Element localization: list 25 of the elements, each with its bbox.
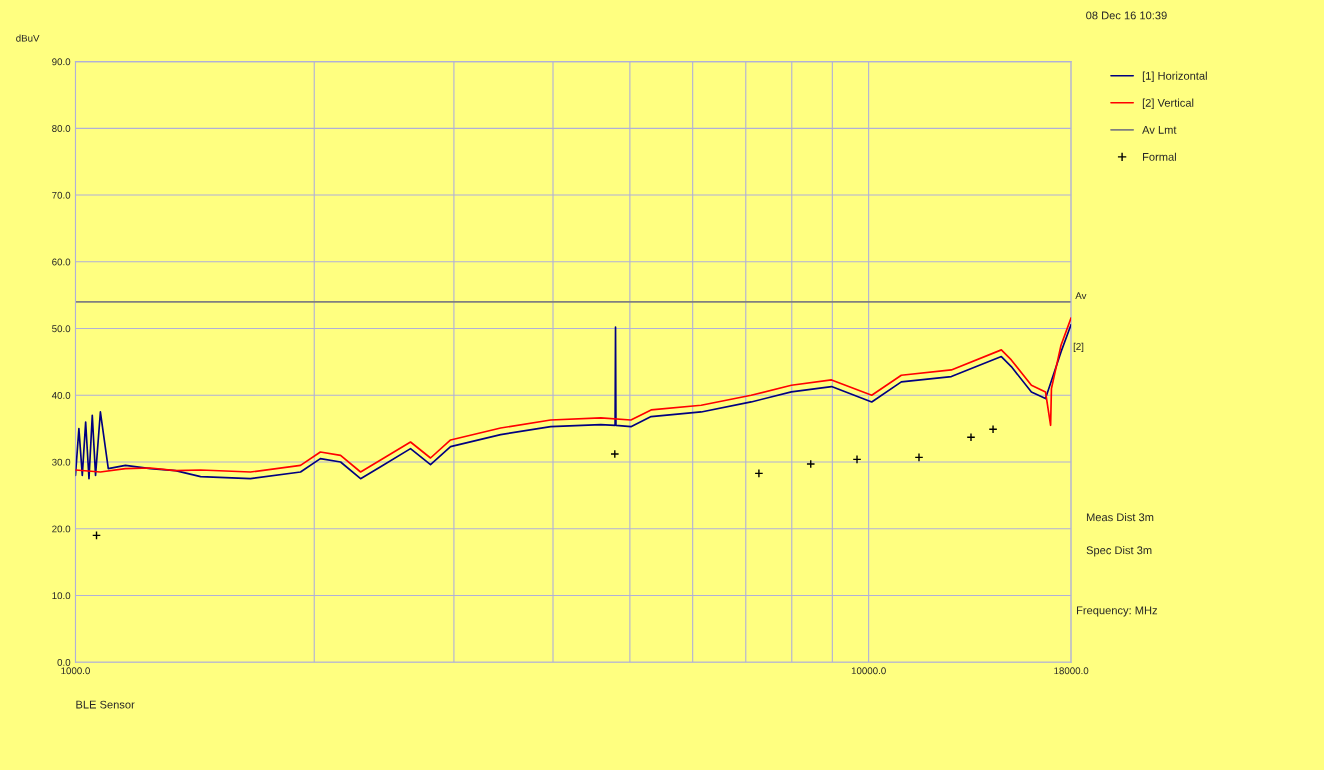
x-tick-label: 10000.0 <box>851 667 886 675</box>
y-tick-label: 90.0 <box>52 58 71 66</box>
x-tick-label: 1000.0 <box>61 667 90 675</box>
annotation: Av <box>1075 292 1087 300</box>
text: Spec Dist 3m <box>1086 546 1152 557</box>
text: Meas Dist 3m <box>1086 513 1154 522</box>
x-axis-title: Frequency: MHz <box>1077 606 1158 617</box>
y-tick-label: 10.0 <box>52 592 71 600</box>
y-tick-label: 80.0 <box>52 125 71 132</box>
legend-label: Formal <box>1143 152 1176 161</box>
y-tick-label: 40.0 <box>51 392 71 399</box>
legend-label: [2] Vertical <box>1142 98 1194 109</box>
y-axis-title: dBuV <box>16 34 40 42</box>
text: 08 Dec 16 10:39 <box>1086 11 1167 20</box>
y-tick-label: 20.0 <box>52 525 71 533</box>
y-tick-label: 70.0 <box>52 191 71 199</box>
y-tick-label: 60.0 <box>52 258 71 266</box>
legend-label: [1] Horizontal <box>1142 71 1207 82</box>
text: [2] <box>1073 342 1084 352</box>
text: BLE Sensor <box>76 700 135 709</box>
y-tick-label: 50.0 <box>52 325 71 333</box>
y-tick-label: 0.0 <box>57 658 71 666</box>
legend-label: Av Lmt <box>1142 126 1177 134</box>
x-tick-label: 18000.0 <box>1054 667 1089 675</box>
y-tick-label: 30.0 <box>52 458 71 466</box>
